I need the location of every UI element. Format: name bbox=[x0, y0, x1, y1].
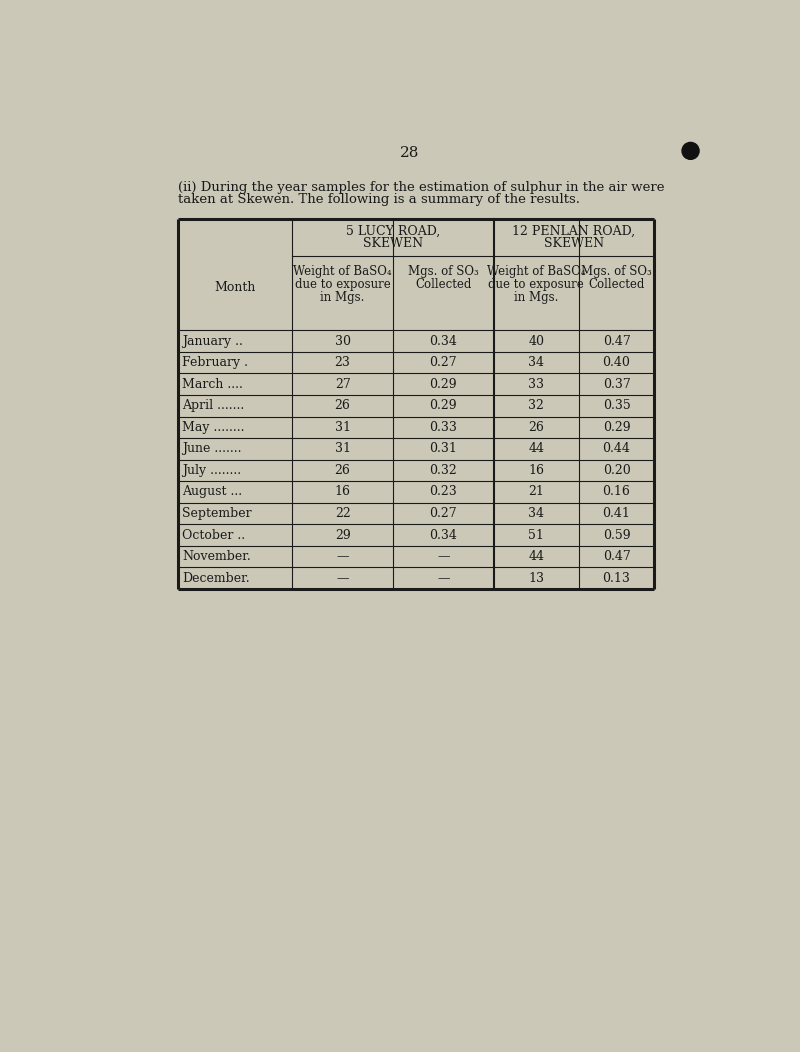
Text: taken at Skewen. The following is a summary of the results.: taken at Skewen. The following is a summ… bbox=[178, 193, 579, 206]
Text: 0.34: 0.34 bbox=[430, 528, 458, 542]
Text: November.: November. bbox=[182, 550, 251, 563]
Text: 0.33: 0.33 bbox=[430, 421, 458, 433]
Text: 32: 32 bbox=[528, 400, 544, 412]
Text: Collected: Collected bbox=[415, 278, 471, 290]
Text: —: — bbox=[437, 571, 450, 585]
Text: 34: 34 bbox=[528, 507, 544, 520]
Text: 16: 16 bbox=[528, 464, 544, 477]
Text: 0.29: 0.29 bbox=[602, 421, 630, 433]
Text: August ...: August ... bbox=[182, 485, 242, 499]
Text: 0.29: 0.29 bbox=[430, 378, 457, 390]
Text: Weight of BaSO₄: Weight of BaSO₄ bbox=[487, 264, 586, 278]
Text: 0.35: 0.35 bbox=[602, 400, 630, 412]
Text: in Mgs.: in Mgs. bbox=[514, 290, 558, 304]
Text: 0.44: 0.44 bbox=[602, 443, 630, 456]
Text: Weight of BaSO₄: Weight of BaSO₄ bbox=[294, 264, 392, 278]
Text: July ........: July ........ bbox=[182, 464, 242, 477]
Text: 23: 23 bbox=[334, 357, 350, 369]
Text: SKEWEN: SKEWEN bbox=[363, 237, 423, 249]
Text: 26: 26 bbox=[334, 464, 350, 477]
Text: 0.31: 0.31 bbox=[430, 443, 458, 456]
Text: 0.13: 0.13 bbox=[602, 571, 630, 585]
Text: —: — bbox=[336, 550, 349, 563]
Text: Collected: Collected bbox=[588, 278, 645, 290]
Text: 0.32: 0.32 bbox=[430, 464, 458, 477]
Text: 5 LUCY ROAD,: 5 LUCY ROAD, bbox=[346, 225, 440, 238]
Text: (ii) During the year samples for the estimation of sulphur in the air were: (ii) During the year samples for the est… bbox=[178, 181, 664, 195]
Text: 31: 31 bbox=[334, 443, 350, 456]
Text: 51: 51 bbox=[528, 528, 544, 542]
Text: 0.16: 0.16 bbox=[602, 485, 630, 499]
Text: due to exposure: due to exposure bbox=[294, 278, 390, 290]
Text: —: — bbox=[336, 571, 349, 585]
Text: in Mgs.: in Mgs. bbox=[320, 290, 365, 304]
Text: 12 PENLAN ROAD,: 12 PENLAN ROAD, bbox=[512, 225, 635, 238]
Text: 0.59: 0.59 bbox=[602, 528, 630, 542]
Text: Mgs. of SO₃: Mgs. of SO₃ bbox=[408, 264, 478, 278]
Text: 44: 44 bbox=[528, 443, 544, 456]
Text: June .......: June ....... bbox=[182, 443, 242, 456]
Text: 0.40: 0.40 bbox=[602, 357, 630, 369]
Text: SKEWEN: SKEWEN bbox=[544, 237, 604, 249]
Text: 0.37: 0.37 bbox=[602, 378, 630, 390]
Text: 31: 31 bbox=[334, 421, 350, 433]
Text: 34: 34 bbox=[528, 357, 544, 369]
Text: February .: February . bbox=[182, 357, 248, 369]
Text: 22: 22 bbox=[334, 507, 350, 520]
Text: 33: 33 bbox=[528, 378, 544, 390]
Text: 0.34: 0.34 bbox=[430, 335, 458, 347]
Text: March ....: March .... bbox=[182, 378, 243, 390]
Text: 0.29: 0.29 bbox=[430, 400, 457, 412]
Text: 29: 29 bbox=[334, 528, 350, 542]
Text: 26: 26 bbox=[528, 421, 544, 433]
Text: December.: December. bbox=[182, 571, 250, 585]
Text: due to exposure: due to exposure bbox=[489, 278, 584, 290]
Text: Month: Month bbox=[214, 281, 255, 295]
Text: 0.27: 0.27 bbox=[430, 357, 457, 369]
Text: 0.47: 0.47 bbox=[602, 550, 630, 563]
Text: —: — bbox=[437, 550, 450, 563]
Text: 0.47: 0.47 bbox=[602, 335, 630, 347]
Text: 0.23: 0.23 bbox=[430, 485, 458, 499]
Text: 30: 30 bbox=[334, 335, 350, 347]
Text: 0.20: 0.20 bbox=[602, 464, 630, 477]
Text: 28: 28 bbox=[400, 146, 420, 160]
Text: 21: 21 bbox=[528, 485, 544, 499]
Text: January ..: January .. bbox=[182, 335, 243, 347]
Circle shape bbox=[682, 142, 699, 159]
Text: 0.41: 0.41 bbox=[602, 507, 630, 520]
Text: May ........: May ........ bbox=[182, 421, 245, 433]
Text: October ..: October .. bbox=[182, 528, 246, 542]
Text: April .......: April ....... bbox=[182, 400, 245, 412]
Text: 27: 27 bbox=[334, 378, 350, 390]
Text: 0.27: 0.27 bbox=[430, 507, 457, 520]
Text: Mgs. of SO₃: Mgs. of SO₃ bbox=[581, 264, 652, 278]
Text: 44: 44 bbox=[528, 550, 544, 563]
Text: 40: 40 bbox=[528, 335, 544, 347]
Text: 16: 16 bbox=[334, 485, 350, 499]
Text: 13: 13 bbox=[528, 571, 544, 585]
Text: September: September bbox=[182, 507, 252, 520]
Text: 26: 26 bbox=[334, 400, 350, 412]
